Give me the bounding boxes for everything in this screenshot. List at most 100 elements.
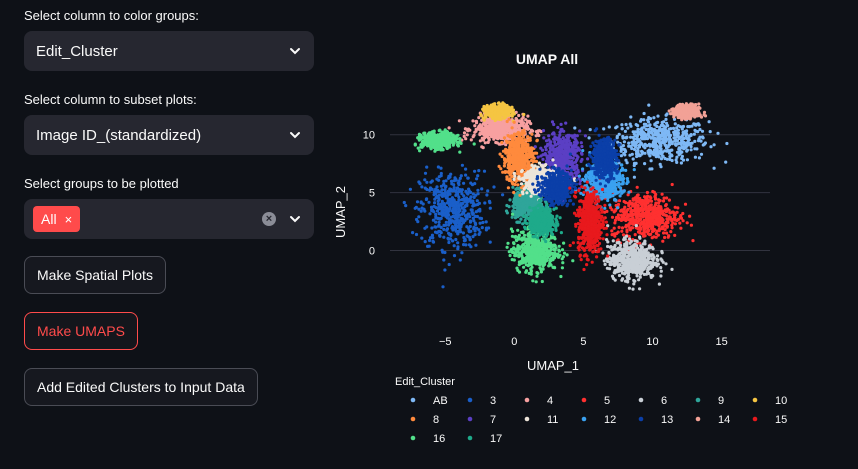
- scatter-point: [656, 114, 660, 118]
- scatter-point: [542, 136, 546, 140]
- scatter-point: [516, 151, 520, 155]
- scatter-point: [546, 142, 550, 146]
- scatter-point: [627, 141, 631, 145]
- scatter-point: [526, 114, 530, 118]
- scatter-point: [571, 156, 575, 160]
- scatter-point: [439, 203, 443, 207]
- scatter-point: [624, 122, 628, 127]
- scatter-point: [488, 201, 492, 205]
- scatter-point: [516, 143, 520, 147]
- scatter-point: [601, 251, 605, 255]
- scatter-point: [466, 176, 470, 180]
- scatter-point: [500, 140, 504, 145]
- scatter-point: [571, 135, 575, 139]
- scatter-point: [520, 117, 524, 121]
- scatter-point: [629, 210, 633, 214]
- scatter-point: [518, 124, 522, 128]
- chip-remove-icon[interactable]: ×: [64, 211, 73, 227]
- scatter-point: [642, 272, 646, 276]
- scatter-point: [674, 138, 678, 142]
- scatter-point: [441, 285, 445, 289]
- scatter-point: [630, 266, 634, 270]
- scatter-point: [653, 220, 657, 224]
- scatter-point: [665, 112, 669, 116]
- scatter-point: [639, 221, 644, 225]
- scatter-point: [458, 258, 462, 262]
- scatter-point: [629, 115, 633, 119]
- scatter-point: [697, 156, 702, 160]
- scatter-point: [620, 127, 624, 131]
- scatter-point: [468, 224, 472, 229]
- scatter-point: [603, 262, 607, 266]
- scatter-point: [657, 213, 661, 217]
- scatter-point: [613, 221, 617, 225]
- scatter-point: [675, 218, 679, 223]
- scatter-point: [476, 188, 480, 192]
- clear-all-icon[interactable]: ×: [262, 212, 276, 226]
- scatter-point: [432, 204, 436, 208]
- scatter-point: [468, 215, 472, 219]
- scatter-point: [679, 142, 683, 146]
- scatter-point: [440, 199, 444, 203]
- scatter-point: [518, 132, 522, 136]
- scatter-point: [464, 137, 468, 141]
- make-spatial-plots-button[interactable]: Make Spatial Plots: [24, 256, 166, 294]
- scatter-point: [464, 173, 468, 177]
- scatter-point: [415, 200, 420, 204]
- scatter-point: [439, 216, 443, 220]
- scatter-point: [483, 201, 487, 205]
- scatter-point: [442, 227, 446, 231]
- scatter-point: [681, 219, 685, 223]
- scatter-point: [499, 136, 503, 140]
- scatter-point: [709, 145, 713, 149]
- scatter-point: [562, 151, 566, 155]
- scatter-point: [563, 159, 567, 163]
- scatter-point: [463, 205, 467, 209]
- scatter-point: [465, 217, 469, 221]
- scatter-point: [670, 182, 674, 187]
- scatter-point: [472, 225, 476, 229]
- scatter-point: [643, 252, 647, 256]
- scatter-point: [625, 135, 629, 139]
- add-edited-clusters-button[interactable]: Add Edited Clusters to Input Data: [24, 368, 258, 406]
- scatter-point: [488, 240, 492, 244]
- scatter-point: [653, 207, 657, 211]
- scatter-point: [457, 221, 461, 225]
- scatter-point: [668, 133, 673, 137]
- scatter-point: [626, 271, 631, 275]
- scatter-point: [560, 155, 564, 159]
- scatter-point: [638, 258, 642, 262]
- scatter-point: [690, 124, 694, 128]
- scatter-point: [624, 158, 628, 162]
- scatter-point: [658, 216, 662, 220]
- scatter-point: [683, 146, 687, 150]
- scatter-point: [547, 134, 551, 138]
- scatter-point: [629, 239, 634, 243]
- scatter-point: [459, 174, 463, 178]
- scatter-point: [656, 262, 661, 266]
- scatter-point: [636, 204, 640, 208]
- scatter-point: [616, 256, 620, 260]
- scatter-point: [627, 286, 632, 290]
- scatter-point: [693, 128, 697, 132]
- scatter-point: [666, 129, 670, 133]
- color-groups-select[interactable]: Edit_Cluster: [24, 31, 314, 71]
- groups-multiselect[interactable]: All × ×: [24, 199, 314, 239]
- scatter-point: [639, 226, 643, 231]
- subset-select[interactable]: Image ID_(standardized): [24, 115, 314, 155]
- scatter-point: [482, 118, 486, 122]
- scatter-point: [510, 135, 514, 139]
- scatter-point: [686, 137, 690, 141]
- scatter-point: [625, 161, 629, 165]
- scatter-point: [471, 216, 475, 220]
- scatter-point: [606, 260, 611, 264]
- scatter-point: [437, 212, 441, 216]
- group-chip-all[interactable]: All ×: [33, 206, 81, 232]
- scatter-point: [467, 243, 471, 247]
- scatter-point: [426, 244, 430, 248]
- make-umaps-button[interactable]: Make UMAPS: [24, 312, 138, 350]
- scatter-point: [462, 235, 466, 240]
- scatter-point: [662, 120, 666, 124]
- scatter-point: [474, 193, 478, 197]
- scatter-point: [459, 203, 463, 207]
